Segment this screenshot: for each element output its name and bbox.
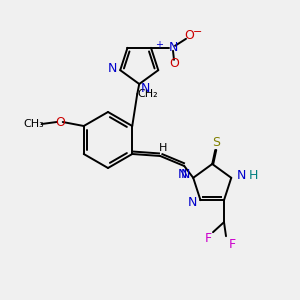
Text: O: O	[184, 29, 194, 42]
Text: S: S	[212, 136, 220, 148]
Text: N: N	[188, 196, 197, 209]
Text: −: −	[193, 27, 203, 37]
Text: O: O	[55, 116, 65, 128]
Text: H: H	[159, 143, 167, 153]
Text: N: N	[181, 168, 190, 181]
Text: O: O	[169, 57, 179, 70]
Text: N: N	[141, 82, 150, 95]
Text: N: N	[168, 41, 178, 54]
Text: N: N	[178, 167, 187, 181]
Text: N: N	[237, 169, 246, 182]
Text: N: N	[107, 62, 117, 75]
Text: H: H	[249, 169, 258, 182]
Text: F: F	[228, 238, 236, 251]
Text: F: F	[204, 232, 211, 245]
Text: CH₃: CH₃	[23, 119, 44, 129]
Text: CH₂: CH₂	[137, 89, 158, 99]
Text: +: +	[155, 40, 163, 50]
